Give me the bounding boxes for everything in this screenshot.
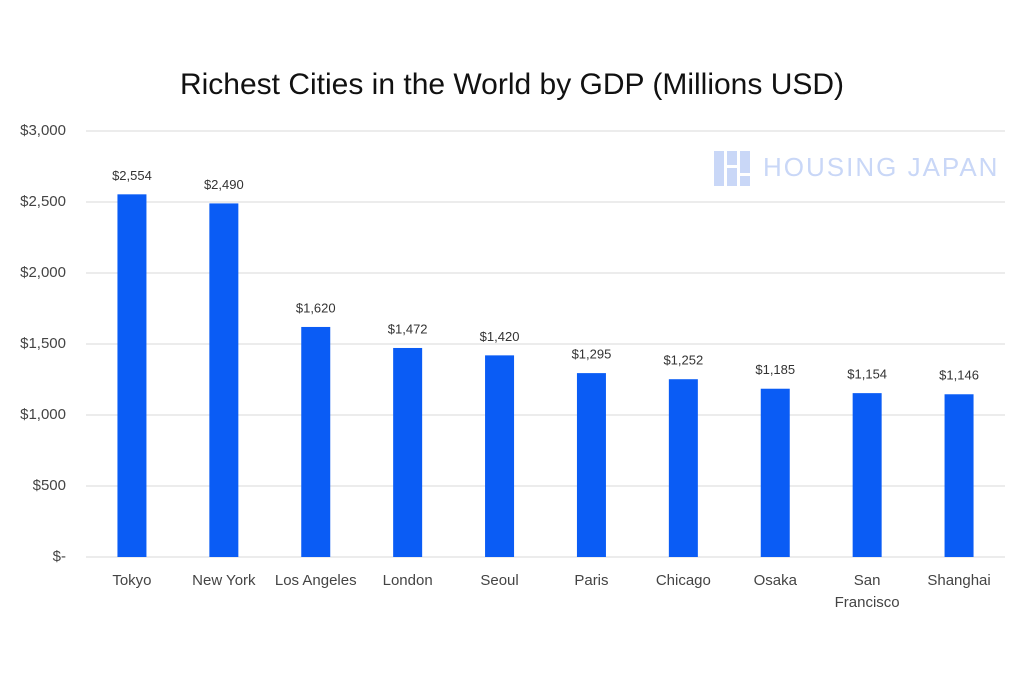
bar: [668, 379, 698, 557]
data-label: $2,490: [204, 177, 244, 192]
data-label: $1,620: [296, 300, 336, 315]
y-tick-label: $1,500: [20, 335, 66, 352]
bar: [760, 388, 790, 557]
watermark: HOUSING JAPAN: [763, 152, 999, 182]
x-tick-label: Los Angeles: [274, 572, 357, 589]
y-tick-label: $1,000: [20, 406, 66, 423]
bar: [301, 326, 331, 557]
x-tick-label: Shanghai: [927, 572, 991, 589]
y-tick-label: $-: [53, 548, 66, 565]
chart-title: Richest Cities in the World by GDP (Mill…: [180, 68, 844, 101]
x-tick-label: London: [382, 572, 433, 589]
x-tick-label: Chicago: [655, 572, 711, 589]
bar: [117, 194, 147, 557]
bar: [209, 203, 239, 558]
bar: [576, 373, 606, 557]
x-tick-label: Osaka: [753, 572, 797, 589]
data-label: $1,252: [663, 353, 703, 368]
x-tick-label: Seoul: [480, 572, 519, 589]
data-label: $1,472: [388, 321, 428, 336]
x-tick-label: Tokyo: [112, 572, 152, 589]
x-tick-label: New York: [192, 572, 256, 589]
data-label: $1,185: [755, 362, 795, 377]
watermark-logo: [714, 151, 750, 186]
data-label: $1,420: [480, 329, 520, 344]
bar: [944, 394, 974, 557]
y-tick-label: $500: [33, 477, 66, 494]
data-label: $1,295: [572, 347, 612, 362]
x-tick-label: Paris: [574, 572, 609, 589]
bar: [852, 393, 882, 557]
x-tick-label: San Francisco: [834, 572, 900, 611]
data-label: $1,154: [847, 367, 887, 382]
data-label: $2,554: [112, 168, 152, 183]
data-label: $1,146: [939, 368, 979, 383]
y-tick-label: $2,500: [20, 193, 66, 210]
y-tick-label: $2,000: [20, 264, 66, 281]
y-tick-label: $3,000: [20, 122, 66, 139]
bar: [393, 347, 423, 557]
bar: [485, 355, 515, 557]
